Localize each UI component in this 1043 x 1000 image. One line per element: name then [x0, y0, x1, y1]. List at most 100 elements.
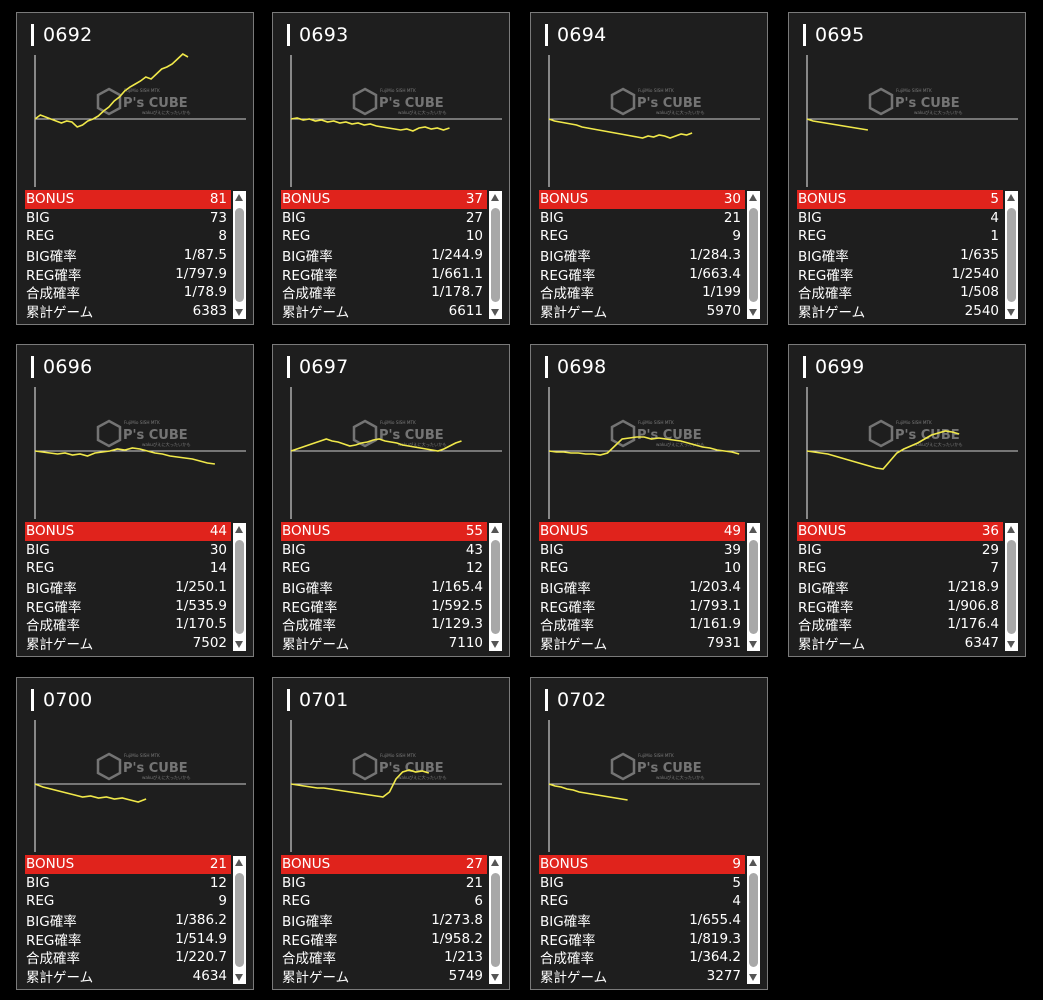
title-accent-bar — [803, 356, 806, 378]
scroll-up-arrow-icon[interactable] — [749, 859, 757, 866]
bonus-value: 49 — [723, 523, 741, 540]
scrollbar-thumb[interactable] — [235, 873, 244, 967]
stats-scrollbar[interactable] — [747, 191, 760, 319]
cube-logo-icon — [96, 752, 122, 781]
scroll-up-arrow-icon[interactable] — [235, 859, 243, 866]
pscube-watermark: FujiMio SISH MTK P's CUBE wakuぴえに大ったいかも — [352, 87, 447, 116]
pscube-watermark: FujiMio SISH MTK P's CUBE wakuぴえに大ったいかも — [96, 87, 191, 116]
scroll-up-arrow-icon[interactable] — [1007, 526, 1015, 533]
stats-scrollbar[interactable] — [233, 856, 246, 984]
reg-rate-row: REG確率 1/958.2 — [281, 929, 487, 949]
stats-scrollbar[interactable] — [233, 523, 246, 651]
stats-table: BONUS 27 BIG 21 REG 6 BIG確率 1/273.8 REG確… — [281, 855, 487, 986]
scroll-up-arrow-icon[interactable] — [491, 526, 499, 533]
games-row: 累計ゲーム 6383 — [25, 302, 231, 321]
scroll-up-arrow-icon[interactable] — [491, 194, 499, 201]
scrollbar-thumb[interactable] — [235, 540, 244, 634]
bonus-value: 37 — [465, 191, 483, 208]
reg-rate-label: REG確率 — [798, 599, 854, 616]
scrollbar-thumb[interactable] — [235, 208, 244, 302]
total-rate-row: 合成確率 1/78.9 — [25, 283, 231, 302]
stats-scrollbar[interactable] — [747, 856, 760, 984]
watermark-top-text: FujiMio SISH MTK — [124, 88, 160, 93]
scroll-down-arrow-icon[interactable] — [491, 309, 499, 316]
reg-row: REG 7 — [797, 559, 1003, 578]
slump-graph: FujiMio SISH MTK P's CUBE wakuぴえに大ったいかも — [290, 387, 502, 519]
scroll-down-arrow-icon[interactable] — [1007, 309, 1015, 316]
bonus-row: BONUS 36 — [797, 522, 1003, 541]
scroll-down-arrow-icon[interactable] — [235, 641, 243, 648]
stats-scrollbar[interactable] — [1005, 191, 1018, 319]
slump-line — [806, 430, 960, 470]
stats-scrollbar[interactable] — [489, 191, 502, 319]
machine-card-0693[interactable]: 0693 FujiMio SISH MTK P's CUBE wakuぴえに大っ… — [272, 12, 510, 325]
total-rate-row: 合成確率 1/178.7 — [281, 283, 487, 302]
reg-label: REG — [798, 560, 827, 577]
stats-table: BONUS 37 BIG 27 REG 10 BIG確率 1/244.9 REG… — [281, 190, 487, 321]
machine-card-0694[interactable]: 0694 FujiMio SISH MTK P's CUBE wakuぴえに大っ… — [530, 12, 768, 325]
stats-scrollbar[interactable] — [489, 856, 502, 984]
scroll-up-arrow-icon[interactable] — [749, 526, 757, 533]
watermark-top-text: FujiMio SISH MTK — [638, 420, 674, 425]
machine-card-0699[interactable]: 0699 FujiMio SISH MTK P's CUBE wakuぴえに大っ… — [788, 344, 1026, 657]
scroll-up-arrow-icon[interactable] — [235, 526, 243, 533]
scroll-down-arrow-icon[interactable] — [1007, 641, 1015, 648]
scrollbar-thumb[interactable] — [749, 873, 758, 967]
machine-card-0696[interactable]: 0696 FujiMio SISH MTK P's CUBE wakuぴえに大っ… — [16, 344, 254, 657]
scroll-down-arrow-icon[interactable] — [491, 641, 499, 648]
machine-card-0698[interactable]: 0698 FujiMio SISH MTK P's CUBE wakuぴえに大っ… — [530, 344, 768, 657]
scroll-up-arrow-icon[interactable] — [749, 194, 757, 201]
total-rate-label: 合成確率 — [282, 286, 336, 303]
machine-card-0697[interactable]: 0697 FujiMio SISH MTK P's CUBE wakuぴえに大っ… — [272, 344, 510, 657]
stats-scrollbar[interactable] — [489, 523, 502, 651]
games-label: 累計ゲーム — [26, 969, 94, 986]
total-rate-row: 合成確率 1/220.7 — [25, 948, 231, 967]
scrollbar-thumb[interactable] — [1007, 540, 1016, 634]
scroll-down-arrow-icon[interactable] — [235, 309, 243, 316]
reg-value: 12 — [465, 560, 483, 577]
stats-scrollbar[interactable] — [233, 191, 246, 319]
machine-card-0701[interactable]: 0701 FujiMio SISH MTK P's CUBE wakuぴえに大っ… — [272, 677, 510, 990]
scroll-down-arrow-icon[interactable] — [749, 974, 757, 981]
scroll-up-arrow-icon[interactable] — [1007, 194, 1015, 201]
scrollbar-thumb[interactable] — [491, 873, 500, 967]
pscube-watermark: FujiMio SISH MTK P's CUBE wakuぴえに大ったいかも — [96, 752, 191, 781]
scrollbar-thumb[interactable] — [749, 540, 758, 634]
title-accent-bar — [31, 689, 34, 711]
stats-scrollbar[interactable] — [747, 523, 760, 651]
games-label: 累計ゲーム — [282, 969, 350, 986]
machine-card-0700[interactable]: 0700 FujiMio SISH MTK P's CUBE wakuぴえに大っ… — [16, 677, 254, 990]
big-rate-value: 1/218.9 — [947, 579, 999, 596]
big-label: BIG — [282, 209, 306, 226]
bonus-label: BONUS — [282, 856, 331, 873]
big-value: 30 — [209, 541, 227, 558]
big-label: BIG — [26, 541, 50, 558]
scrollbar-thumb[interactable] — [491, 208, 500, 302]
machine-card-0692[interactable]: 0692 FujiMio SISH MTK P's CUBE wakuぴえに大っ… — [16, 12, 254, 325]
scroll-down-arrow-icon[interactable] — [749, 309, 757, 316]
scroll-down-arrow-icon[interactable] — [491, 974, 499, 981]
watermark-top-text: FujiMio SISH MTK — [638, 753, 674, 758]
pscube-watermark: FujiMio SISH MTK P's CUBE wakuぴえに大ったいかも — [610, 752, 705, 781]
scroll-up-arrow-icon[interactable] — [235, 194, 243, 201]
big-rate-value: 1/250.1 — [175, 579, 227, 596]
slump-line — [34, 53, 189, 128]
games-row: 累計ゲーム 5970 — [539, 302, 745, 321]
machine-card-0695[interactable]: 0695 FujiMio SISH MTK P's CUBE wakuぴえに大っ… — [788, 12, 1026, 325]
reg-rate-row: REG確率 1/663.4 — [539, 264, 745, 284]
scroll-up-arrow-icon[interactable] — [491, 859, 499, 866]
scrollbar-thumb[interactable] — [749, 208, 758, 302]
total-rate-label: 合成確率 — [282, 618, 336, 635]
scroll-down-arrow-icon[interactable] — [235, 974, 243, 981]
scrollbar-thumb[interactable] — [1007, 208, 1016, 302]
scroll-down-arrow-icon[interactable] — [749, 641, 757, 648]
stats-scrollbar[interactable] — [1005, 523, 1018, 651]
machine-card-0702[interactable]: 0702 FujiMio SISH MTK P's CUBE wakuぴえに大っ… — [530, 677, 768, 990]
reg-value: 4 — [732, 893, 741, 910]
scrollbar-thumb[interactable] — [491, 540, 500, 634]
bonus-row: BONUS 81 — [25, 190, 231, 209]
reg-label: REG — [282, 228, 311, 245]
machine-number: 0699 — [815, 356, 865, 378]
title-accent-bar — [545, 689, 548, 711]
reg-rate-label: REG確率 — [282, 599, 338, 616]
